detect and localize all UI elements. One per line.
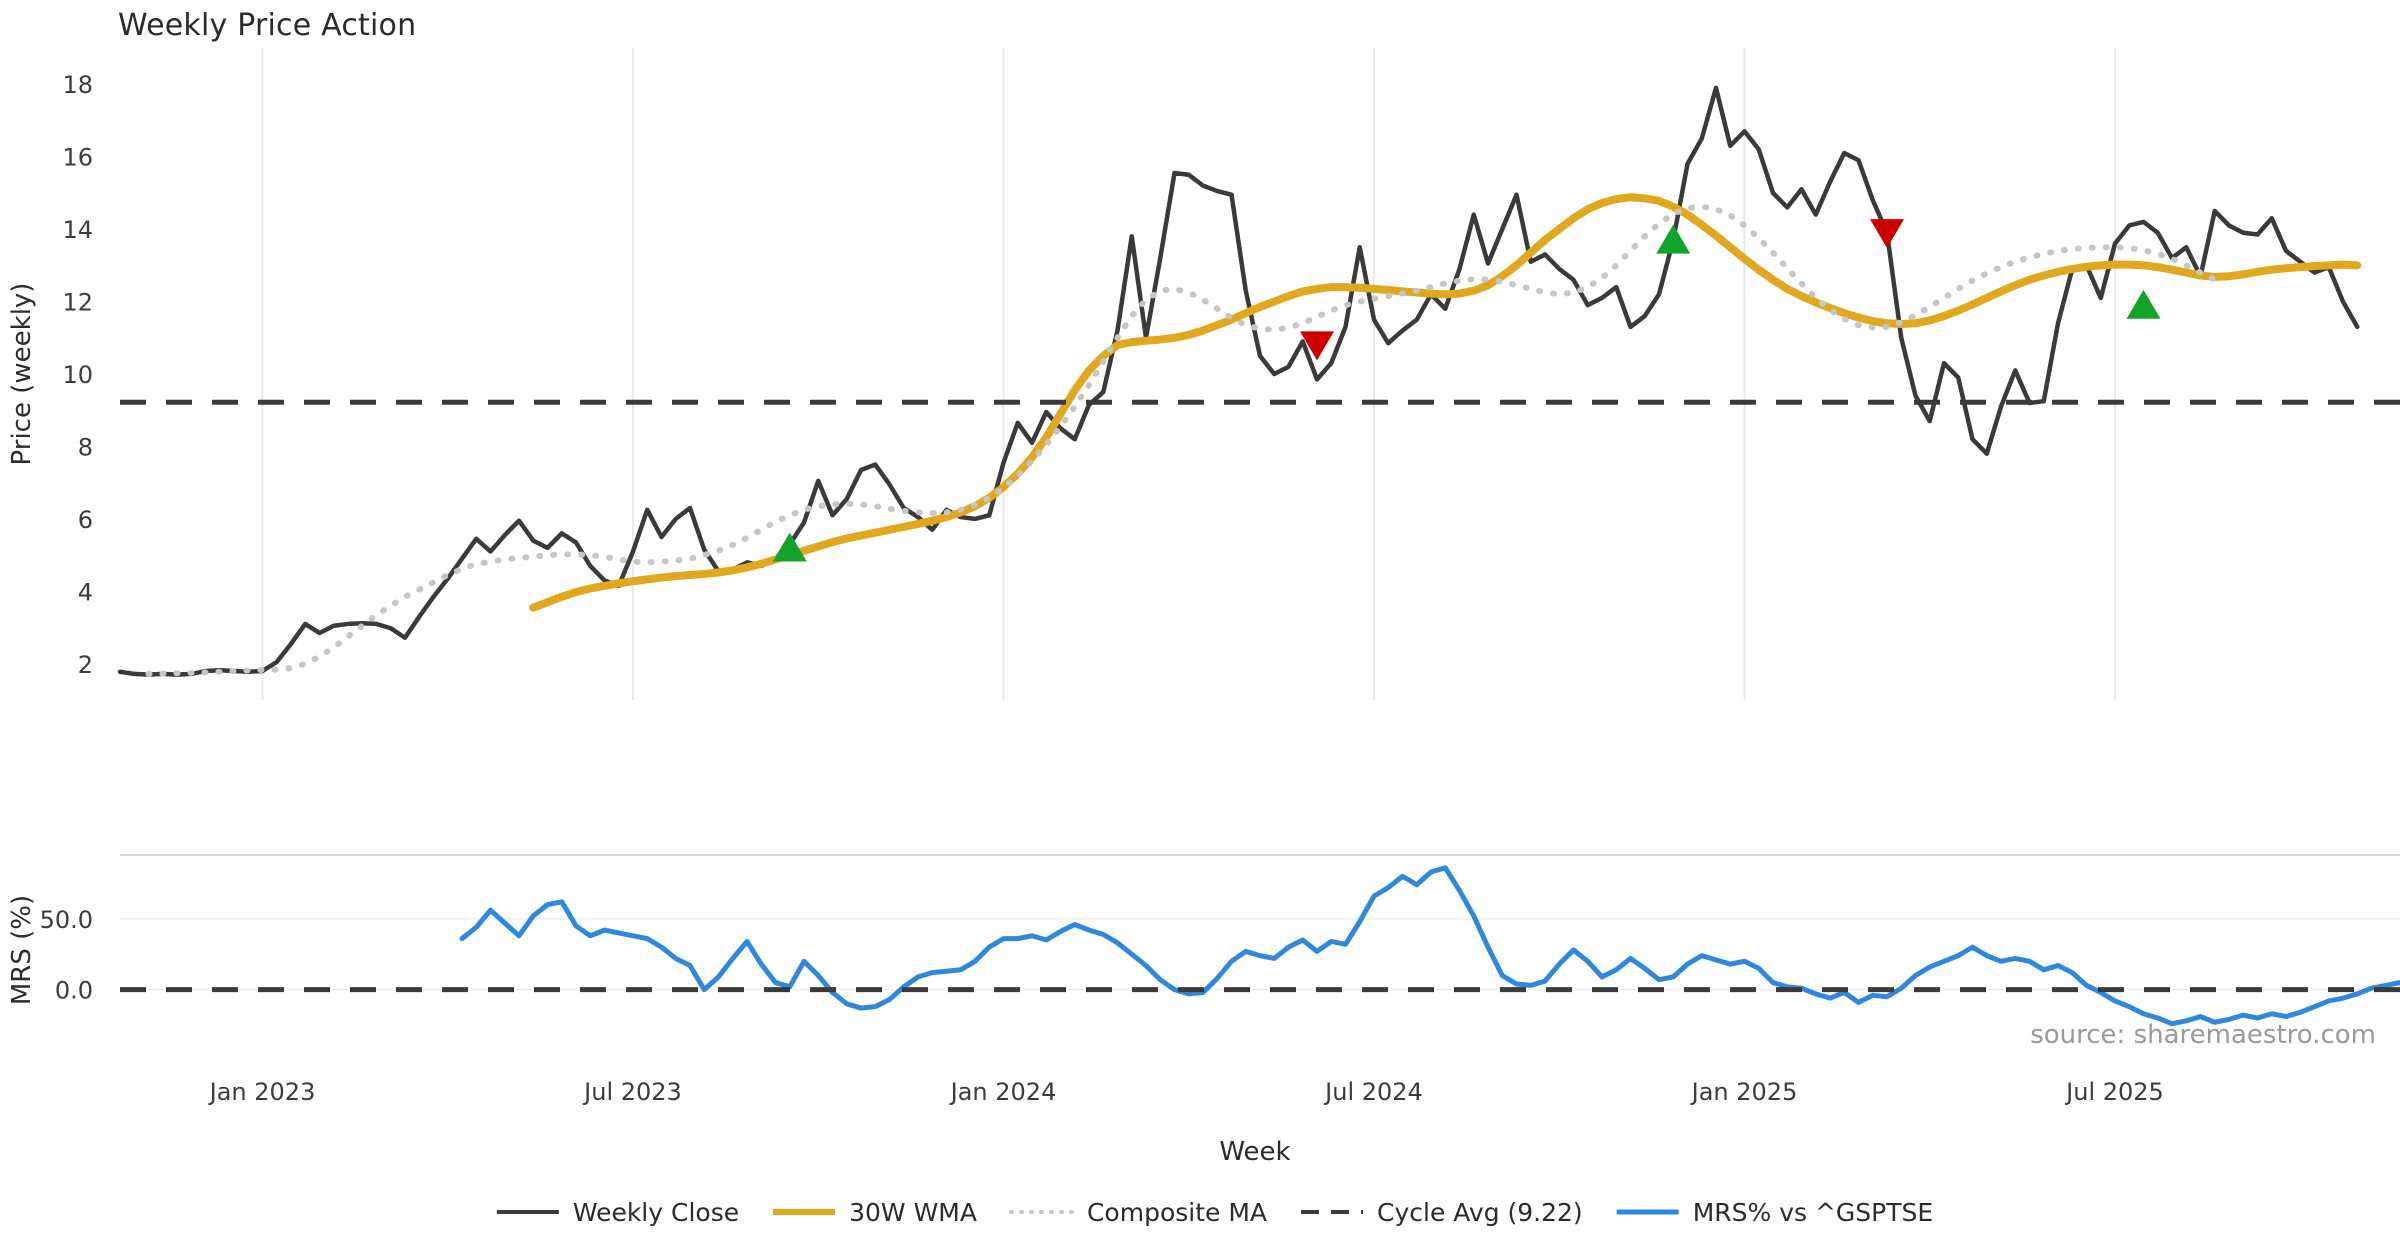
series-line-mrs xyxy=(459,865,2400,1027)
legend-item-composite-ma[interactable]: Composite MA xyxy=(1008,1198,1267,1227)
y-tick-label: 2 xyxy=(78,651,93,679)
gridlines xyxy=(120,48,2400,991)
sell-signal-marker[interactable] xyxy=(1300,331,1334,361)
buy-signal-marker[interactable] xyxy=(2126,289,2161,319)
mrs-panel xyxy=(120,865,2400,1027)
y-axis-title-mrs: MRS (%) xyxy=(7,895,37,1005)
y-axis-title-price: Price (weekly) xyxy=(7,283,37,466)
legend-label: Weekly Close xyxy=(573,1198,739,1227)
chart-legend[interactable]: Weekly Close 30W WMA Composite MA Cycle Avg… xyxy=(496,1198,1933,1227)
price-panel xyxy=(117,85,2400,677)
y-tick-label-mrs: 50.0 xyxy=(40,906,93,934)
source-watermark: source: sharemaestro.com xyxy=(2030,1020,2376,1050)
series-line-30w-wma xyxy=(529,193,2362,612)
page-title: Weekly Price Action xyxy=(118,8,417,43)
y-tick-label: 14 xyxy=(62,216,93,244)
y-tick-label: 18 xyxy=(62,71,93,99)
legend-label: MRS% vs ^GSPTSE xyxy=(1693,1198,1933,1227)
legend-item-30w-wma[interactable]: 30W WMA xyxy=(773,1198,977,1227)
y-tick-label: 12 xyxy=(62,289,93,317)
x-tick-label: Jan 2023 xyxy=(208,1078,316,1106)
y-tick-label: 16 xyxy=(62,144,93,172)
x-tick-label: Jan 2024 xyxy=(949,1078,1057,1106)
watermark-text: source: sharemaestro.com xyxy=(2030,1020,2376,1050)
series-line-composite-ma xyxy=(145,203,2218,677)
x-tick-label: Jul 2023 xyxy=(582,1078,682,1106)
x-tick-label: Jan 2025 xyxy=(1690,1078,1798,1106)
buy-signal-marker[interactable] xyxy=(1656,224,1691,254)
legend-item-cycle-avg-9-22-[interactable]: Cycle Avg (9.22) xyxy=(1301,1198,1583,1227)
series-line-weekly-close xyxy=(117,85,2360,677)
legend-item-weekly-close[interactable]: Weekly Close xyxy=(496,1198,739,1227)
y-tick-label: 6 xyxy=(78,506,93,534)
legend-item-mrs-vs-gsptse[interactable]: MRS% vs ^GSPTSE xyxy=(1616,1198,1933,1227)
x-axis-title: Week xyxy=(1219,1137,1290,1167)
y-tick-label-mrs: 0.0 xyxy=(55,977,93,1005)
y-tick-label: 10 xyxy=(62,361,93,389)
legend-label: Composite MA xyxy=(1087,1198,1267,1227)
buy-signal-marker[interactable] xyxy=(772,532,807,562)
legend-label: 30W WMA xyxy=(849,1198,977,1227)
x-tick-label: Jul 2025 xyxy=(2064,1078,2164,1106)
x-tick-label: Jul 2024 xyxy=(1323,1078,1423,1106)
y-tick-label: 4 xyxy=(78,578,93,606)
y-tick-label: 8 xyxy=(78,433,93,461)
sell-signal-marker[interactable] xyxy=(1870,219,1904,249)
legend-label: Cycle Avg (9.22) xyxy=(1377,1198,1583,1227)
